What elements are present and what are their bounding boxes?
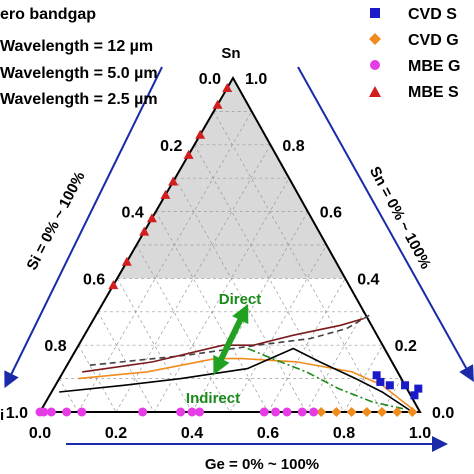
left-tick-label: 0.8 — [44, 338, 66, 355]
marker-circle — [77, 407, 87, 417]
bottom-tick-label: 0.0 — [29, 425, 51, 442]
legend-right-entry-3: MBE S — [408, 84, 459, 101]
contour-curve-1 — [82, 317, 365, 373]
direct-indirect-arrow — [213, 303, 249, 375]
marker-triangle — [212, 99, 223, 109]
marker-circle — [259, 407, 269, 417]
marker-square — [414, 384, 423, 393]
contour-curve-4 — [247, 347, 404, 410]
right-tick-label: 0.2 — [395, 338, 417, 355]
triangle-frame — [38, 75, 422, 413]
marker-circle — [187, 407, 197, 417]
legend-left-entry-1: Wavelength = 12 µm — [0, 38, 153, 55]
left-tick-label: 0.0 — [199, 71, 221, 88]
bottom-tick-label: 0.4 — [181, 425, 203, 442]
marker-square — [401, 381, 410, 390]
legend-left-entry-3: Wavelength = 2.5 µm — [0, 91, 158, 108]
marker-triangle — [195, 129, 206, 139]
right-tick-label: 0.8 — [282, 138, 304, 155]
marker-circle — [176, 407, 186, 417]
vertex-label-si: i — [0, 407, 4, 424]
direct-label: Direct — [219, 291, 262, 308]
vertex-label-sn: Sn — [221, 45, 240, 62]
legend-marker-square — [370, 8, 380, 18]
indirect-label: Indirect — [186, 390, 240, 407]
marker-square — [410, 391, 419, 400]
marker-circle — [46, 407, 56, 417]
grid-line — [78, 345, 117, 413]
axis-arrow-right — [297, 66, 474, 382]
marker-circle — [271, 407, 281, 417]
bottom-tick-label: 1.0 — [409, 425, 431, 442]
legend-marker-triangle — [369, 86, 381, 97]
marker-circle — [39, 407, 49, 417]
marker-square — [385, 381, 394, 390]
right-tick-label: 0.0 — [432, 405, 454, 422]
marker-triangle — [139, 226, 150, 236]
axis-arrow-left — [4, 66, 163, 389]
marker-square — [376, 377, 385, 386]
marker-triangle — [121, 256, 132, 266]
marker-triangle — [146, 213, 157, 223]
legend-right-entry-2: MBE G — [408, 58, 460, 75]
bottom-axis-title: Ge = 0% ~ 100% — [205, 456, 319, 473]
grid-line — [174, 178, 307, 413]
grid-line — [136, 244, 231, 413]
left-axis-title: Si = 0% ~ 100% — [23, 169, 88, 273]
marker-square — [372, 371, 381, 380]
contour-curve-3 — [59, 347, 413, 413]
legend-marker-diamond — [369, 33, 381, 45]
marker-circle — [62, 407, 72, 417]
grid-line — [267, 278, 346, 413]
marker-diamond — [407, 407, 418, 417]
legend-left-entry-0: ero bandgap — [0, 6, 96, 23]
grid-line — [58, 378, 79, 413]
marker-diamond — [316, 407, 327, 417]
grid-line — [116, 278, 193, 413]
marker-circle — [195, 407, 205, 417]
marker-circle — [138, 407, 148, 417]
marker-circle — [297, 407, 307, 417]
right-tick-label: 1.0 — [245, 71, 267, 88]
legend-right: CVD S CVD G MBE G MBE S — [369, 6, 460, 101]
right-tick-label: 0.6 — [320, 205, 342, 222]
bottom-tick-label: 0.6 — [257, 425, 279, 442]
bottom-tick-label: 0.2 — [105, 425, 127, 442]
grid-line — [305, 311, 365, 413]
left-tick-label: 0.2 — [160, 138, 182, 155]
legend-left: ero bandgap Wavelength = 12 µm Wavelengt… — [0, 6, 158, 108]
marker-circle — [309, 407, 319, 417]
legend-marker-circle — [370, 60, 380, 70]
grid-line — [77, 111, 253, 413]
left-tick-label: 0.6 — [83, 271, 105, 288]
marker-diamond — [346, 407, 357, 417]
right-axis-title: Sn = 0% ~ 100% — [366, 164, 434, 272]
marker-diamond — [377, 407, 387, 417]
marker-triangle — [160, 189, 171, 199]
right-tick-label: 0.4 — [357, 271, 379, 288]
grid-line — [97, 311, 155, 413]
grid-line — [343, 345, 383, 413]
left-tick-label: 0.4 — [122, 205, 144, 222]
marker-triangle — [168, 176, 179, 186]
marker-circle — [282, 407, 292, 417]
legend-right-entry-0: CVD S — [408, 6, 457, 23]
marker-diamond — [361, 407, 372, 417]
marker-diamond — [392, 407, 403, 417]
marker-triangle — [108, 280, 119, 290]
legend-right-entry-1: CVD G — [408, 32, 459, 49]
bottom-tick-label: 0.8 — [333, 425, 355, 442]
legend-left-entry-2: Wavelength = 5.0 µm — [0, 65, 158, 82]
grid-line — [229, 244, 327, 413]
marker-triangle — [183, 149, 194, 159]
marker-triangle — [222, 83, 233, 93]
left-tick-label: 1.0 — [6, 405, 28, 422]
grid-line — [381, 378, 402, 413]
marker-diamond — [331, 407, 342, 417]
